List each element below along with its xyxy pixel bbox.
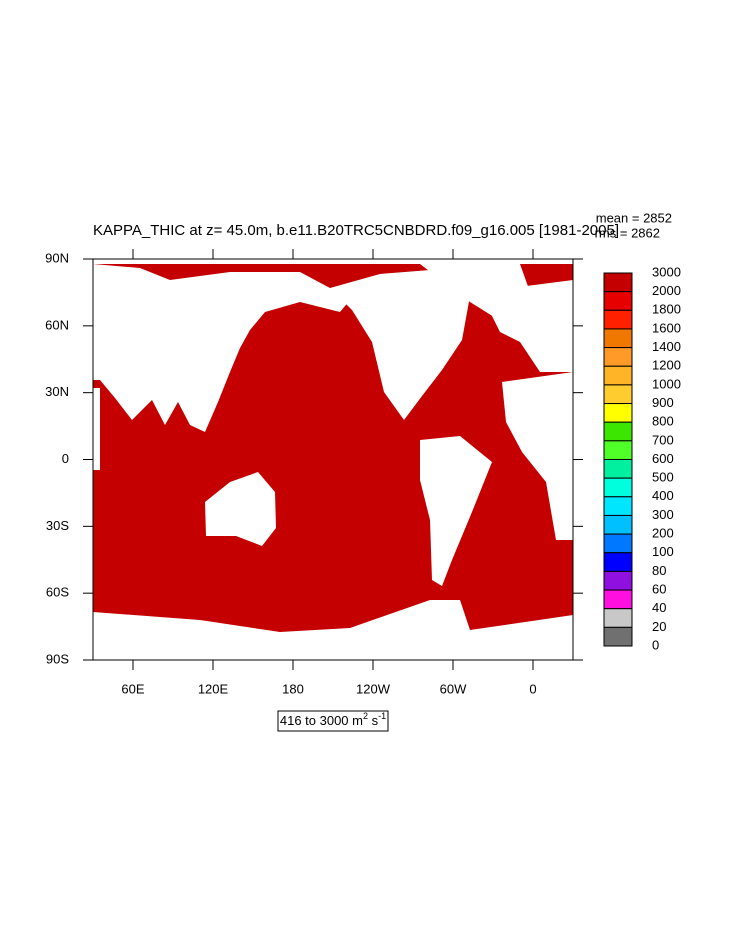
colorbar-label: 100 [652, 544, 674, 559]
colorbar-label: 500 [652, 470, 674, 485]
colorbar-label: 400 [652, 488, 674, 503]
y-tick-label: 60N [45, 317, 69, 332]
colorbar-box [603, 496, 633, 516]
colorbar-box [603, 477, 633, 498]
x-tick-label: 0 [529, 681, 536, 696]
colorbar-box [603, 309, 633, 330]
x-tick-label: 60W [440, 681, 467, 696]
range-exp: 2 [363, 711, 368, 721]
colorbar-label: 20 [652, 619, 666, 634]
colorbar-label: 3000 [652, 264, 681, 279]
map [92, 258, 574, 661]
y-tick-label: 60S [46, 585, 69, 600]
colorbar-label: 800 [652, 414, 674, 429]
colorbar-box [603, 291, 633, 311]
land [93, 259, 573, 660]
colorbar-label: 600 [652, 451, 674, 466]
colorbar-label: 0 [652, 637, 659, 652]
colorbar-box [603, 421, 633, 442]
colorbar-label: 300 [652, 507, 674, 522]
range-unit: s [368, 713, 379, 728]
colorbar-box [603, 608, 633, 628]
colorbar-label: 1000 [652, 376, 681, 391]
colorbar-box [603, 440, 633, 461]
range-text: 416 to 3000 m [280, 713, 363, 728]
mean-label: mean = 2852 [596, 210, 672, 225]
colorbar-label: 200 [652, 526, 674, 541]
colorbar-box [603, 365, 633, 386]
colorbar-box [603, 570, 633, 591]
range-box [277, 710, 389, 732]
colorbar-box [603, 328, 633, 349]
colorbar-box [603, 514, 633, 535]
colorbar-label: 1200 [652, 358, 681, 373]
colorbar-box [603, 347, 633, 367]
colorbar-label: 1600 [652, 320, 681, 335]
colorbar-label: 2000 [652, 283, 681, 298]
range-label: 416 to 3000 m2 s-1 [280, 711, 386, 728]
colorbar-label: 80 [652, 563, 666, 578]
colorbar-box [603, 626, 633, 647]
y-tick-label: 90S [46, 651, 69, 666]
colorbar-box [603, 384, 633, 405]
colorbar-label: 1800 [652, 302, 681, 317]
colorbar-box [603, 552, 633, 572]
colorbar-label: 1400 [652, 339, 681, 354]
y-tick-label: 0 [62, 451, 69, 466]
colorbar-label: 40 [652, 600, 666, 615]
y-tick-label: 30S [46, 518, 69, 533]
y-tick-label: 90N [45, 250, 69, 265]
colorbar-box [603, 272, 633, 293]
x-tick-label: 60E [121, 681, 144, 696]
x-tick-label: 180 [282, 681, 304, 696]
x-tick-label: 120W [356, 681, 391, 696]
title: KAPPA_THIC at z= 45.0m, b.e11.B20TRC5CNB… [93, 222, 619, 239]
colorbar-box [603, 459, 633, 479]
colorbar-label: 60 [652, 581, 666, 596]
colorbar-box [603, 403, 633, 423]
y-tick-label: 30N [45, 384, 69, 399]
colorbar-box [603, 589, 633, 610]
colorbar-label: 900 [652, 395, 674, 410]
range-exp: -1 [378, 711, 386, 721]
colorbar-label: 700 [652, 432, 674, 447]
colorbar-box [603, 533, 633, 554]
rms-label: rms = 2862 [595, 225, 660, 240]
x-tick-label: 120E [198, 681, 229, 696]
